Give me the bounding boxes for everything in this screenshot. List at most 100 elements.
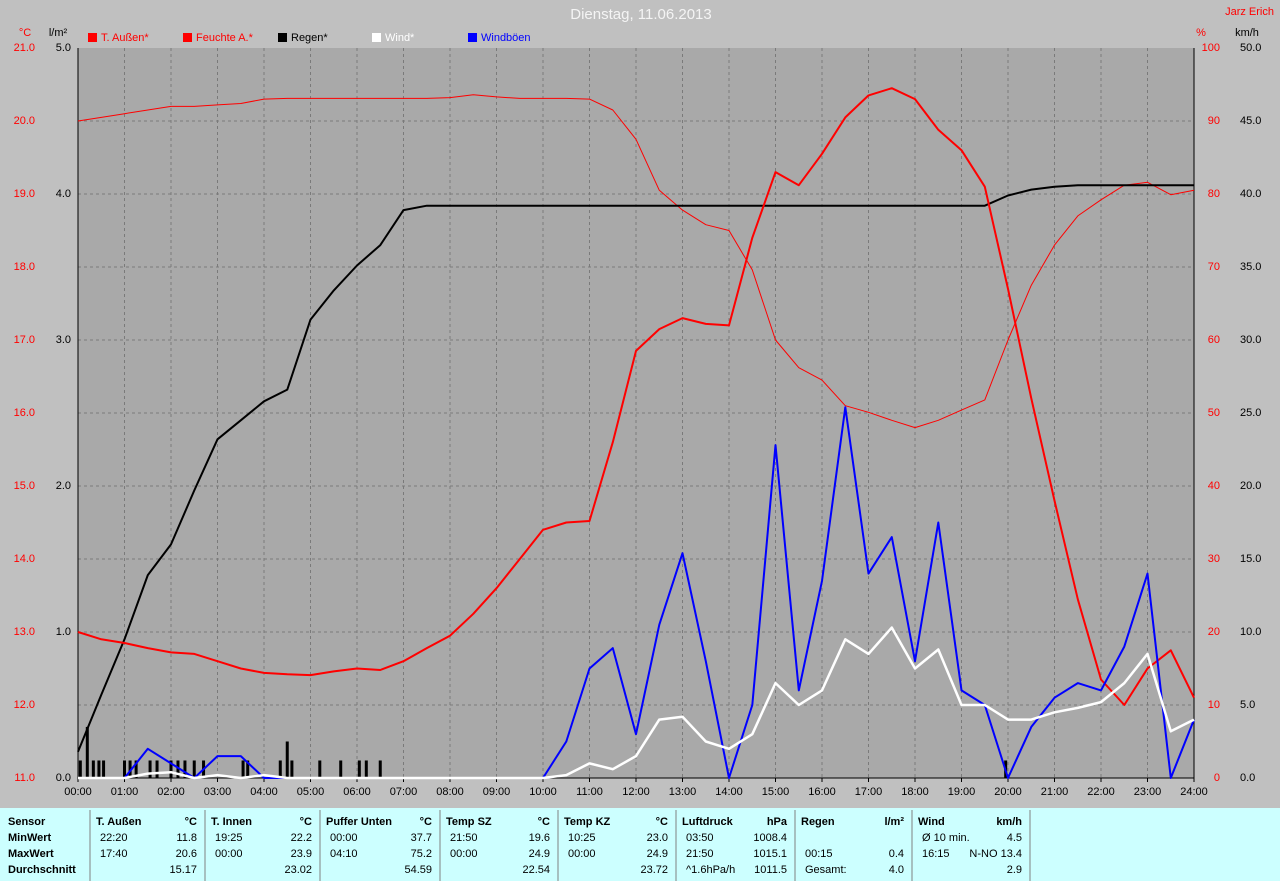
table-cell: 00:15 (805, 848, 833, 860)
y-tick-label: 30 (1208, 553, 1220, 565)
y-tick-label: 4.0 (56, 188, 71, 200)
x-tick-label: 18:00 (901, 786, 929, 798)
rain-bar (278, 760, 282, 778)
legend-label: T. Außen* (101, 32, 149, 44)
y-tick-label: 80 (1208, 188, 1220, 200)
y-tick-label: 0.0 (1240, 772, 1255, 784)
y-tick-label: 0 (1214, 772, 1220, 784)
y-tick-label: 50.0 (1240, 42, 1261, 54)
table-cell: 23.72 (640, 864, 668, 876)
y-tick-label: 0.0 (56, 772, 71, 784)
y-tick-label: 25.0 (1240, 407, 1261, 419)
series-line (78, 626, 1195, 780)
table-header: Wind (918, 816, 945, 828)
rain-bar (91, 760, 95, 778)
rain-bar (148, 760, 152, 778)
legend-label: Windböen (481, 32, 531, 44)
rain-bar (378, 760, 382, 778)
y-tick-label: 100 (1202, 42, 1220, 54)
rain-bar (128, 760, 132, 778)
table-header: T. Innen (211, 816, 252, 828)
table-cell: 22:20 (100, 832, 128, 844)
y-tick-label: 17.0 (14, 334, 35, 346)
y-tick-label: 21.0 (14, 42, 35, 54)
table-cell: 20.6 (176, 848, 197, 860)
table-cell: 00:00 (568, 848, 596, 860)
axis-unit: °C (19, 27, 31, 39)
table-cell: 75.2 (411, 848, 432, 860)
row-label: MaxWert (8, 848, 54, 860)
rain-bar (241, 760, 245, 778)
rain-bar (85, 726, 89, 778)
y-tick-label: 10 (1208, 699, 1220, 711)
y-tick-label: 10.0 (1240, 626, 1261, 638)
table-cell: ^1.6hPa/h (686, 864, 735, 876)
rain-bar (318, 760, 322, 778)
legend-swatch (468, 33, 477, 42)
table-cell: 15.17 (169, 864, 197, 876)
x-tick-label: 13:00 (669, 786, 697, 798)
table-header-unit: °C (538, 816, 550, 828)
table-cell: 4.5 (1007, 832, 1022, 844)
axis-unit: km/h (1235, 27, 1259, 39)
legend-label: Wind* (385, 32, 415, 44)
table-cell: 23.02 (284, 864, 312, 876)
y-tick-label: 45.0 (1240, 115, 1261, 127)
rain-bar (123, 760, 126, 778)
y-tick-label: 70 (1208, 261, 1220, 273)
x-tick-label: 15:00 (762, 786, 790, 798)
legend-swatch (372, 33, 381, 42)
table-cell: 4.0 (889, 864, 904, 876)
table-header-unit: °C (420, 816, 432, 828)
table-header: Regen (801, 816, 835, 828)
rain-bar (290, 760, 294, 778)
table-cell: Ø 10 min. (922, 832, 970, 844)
table-header-unit: hPa (767, 816, 788, 828)
y-tick-label: 14.0 (14, 553, 35, 565)
y-tick-label: 30.0 (1240, 334, 1261, 346)
x-tick-label: 20:00 (994, 786, 1022, 798)
table-cell: 0.4 (889, 848, 904, 860)
y-tick-label: 18.0 (14, 261, 35, 273)
y-tick-label: 11.0 (14, 772, 35, 784)
y-tick-label: 15.0 (14, 480, 35, 492)
y-tick-label: 19.0 (14, 188, 35, 200)
y-tick-label: 20 (1208, 626, 1220, 638)
table-cell: 1011.5 (754, 864, 787, 876)
x-tick-label: 05:00 (297, 786, 325, 798)
rain-bar (155, 760, 159, 778)
x-tick-label: 06:00 (343, 786, 371, 798)
legend-swatch (278, 33, 287, 42)
rain-bar (78, 760, 82, 778)
x-tick-label: 03:00 (204, 786, 232, 798)
rain-bar (285, 741, 289, 778)
series-line (77, 184, 1194, 753)
table-cell: 10:25 (568, 832, 596, 844)
y-tick-label: 13.0 (14, 626, 35, 638)
y-tick-label: 35.0 (1240, 261, 1261, 273)
axis-unit: % (1196, 27, 1206, 39)
y-tick-label: 3.0 (56, 334, 71, 346)
x-tick-label: 14:00 (715, 786, 743, 798)
y-tick-label: 20.0 (14, 115, 35, 127)
y-tick-label: 12.0 (14, 699, 35, 711)
table-cell: 19.6 (529, 832, 550, 844)
x-tick-label: 12:00 (622, 786, 650, 798)
table-cell: 04:10 (330, 848, 358, 860)
table-cell: 16:15 (922, 848, 950, 860)
x-tick-label: 04:00 (250, 786, 278, 798)
x-tick-label: 08:00 (436, 786, 464, 798)
series-line (77, 87, 1195, 706)
y-tick-label: 5.0 (56, 42, 71, 54)
y-tick-label: 1.0 (56, 626, 71, 638)
rain-bar (134, 760, 138, 778)
table-header: Puffer Unten (326, 816, 392, 828)
x-tick-label: 10:00 (529, 786, 557, 798)
series-line (77, 94, 1195, 429)
table-cell: 2.9 (1007, 864, 1022, 876)
table-cell: N-NO 13.4 (969, 848, 1022, 860)
x-tick-label: 01:00 (111, 786, 139, 798)
y-tick-label: 50 (1208, 407, 1220, 419)
